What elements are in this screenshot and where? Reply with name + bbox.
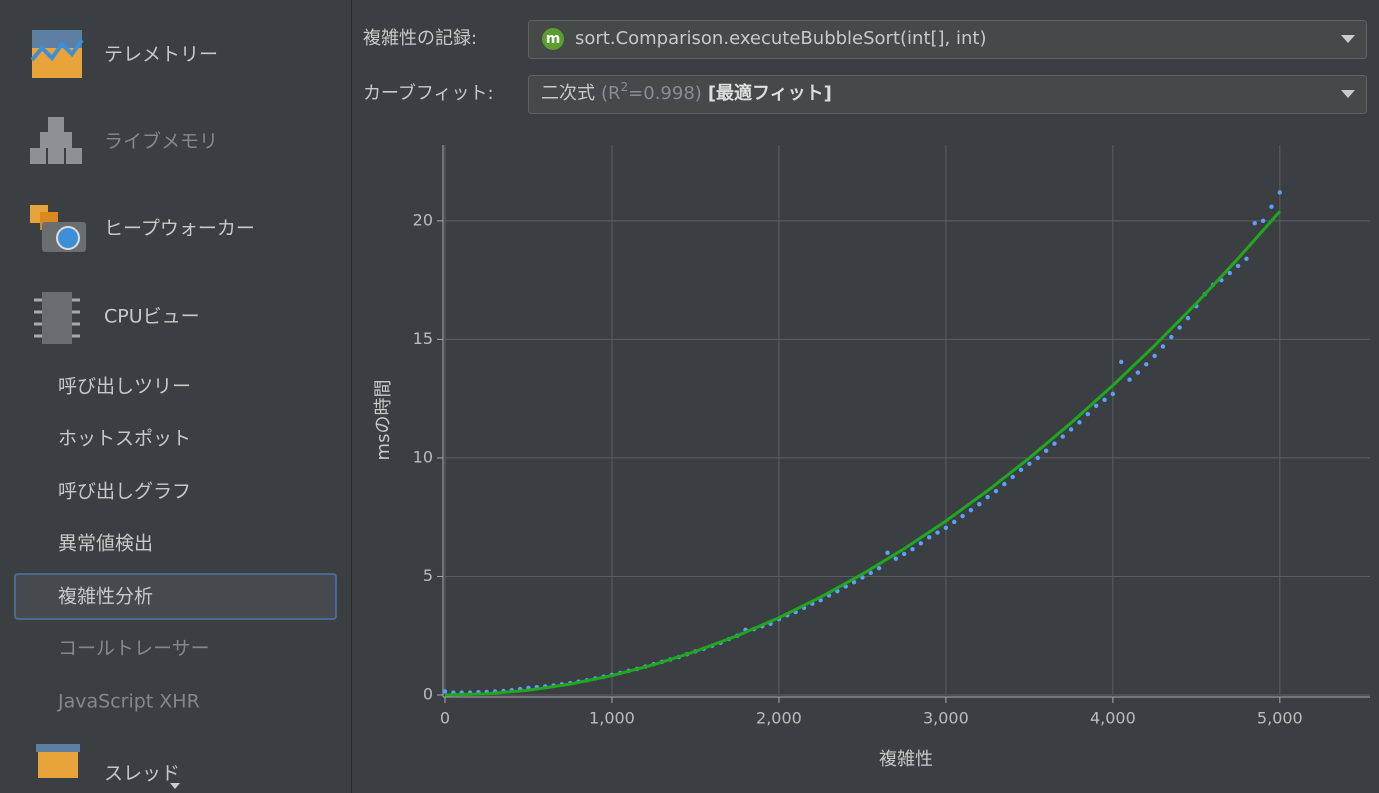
data-point — [1093, 403, 1099, 408]
data-point — [1110, 391, 1116, 397]
data-point — [1035, 455, 1040, 461]
data-point — [1077, 420, 1082, 425]
data-point — [1102, 397, 1107, 403]
data-point — [918, 541, 924, 546]
data-point — [1018, 467, 1024, 472]
y-axis-label: msの時間 — [373, 380, 394, 461]
data-point — [1160, 344, 1166, 349]
method-icon — [542, 28, 564, 50]
record-value: sort.Comparison.executeBubbleSort(int[],… — [575, 28, 986, 49]
fit-curve — [444, 210, 1281, 697]
nav-subitem[interactable]: ホットスポット — [58, 428, 191, 450]
data-point — [851, 579, 857, 585]
fit-name: 二次式 — [541, 83, 595, 104]
y-tick-label: 0 — [423, 685, 433, 704]
data-point — [993, 488, 999, 494]
nav-subitem[interactable]: 呼び出しグラフ — [58, 481, 191, 503]
data-point — [1235, 263, 1241, 269]
data-point — [1010, 474, 1015, 480]
memory-icon — [30, 117, 82, 164]
y-tick-label: 5 — [423, 566, 433, 585]
nav-subitem[interactable]: 異常値検出 — [58, 533, 153, 555]
heap-icon — [30, 205, 86, 252]
nav-subitem[interactable]: 呼び出しツリー — [58, 376, 191, 398]
data-point — [1227, 270, 1232, 276]
data-point — [442, 689, 448, 694]
record-dropdown[interactable] — [528, 20, 1367, 59]
nav-item[interactable]: ヒープウォーカー — [104, 218, 255, 240]
nav-item[interactable]: ライブメモリ — [104, 130, 218, 153]
scroll-arrow[interactable] — [170, 783, 180, 789]
data-point — [1244, 256, 1249, 261]
fit-value: 二次式 (R2=0.998) [最適フィット] — [541, 80, 832, 105]
thread-icon — [36, 744, 80, 778]
telemetry-icon — [30, 30, 84, 78]
data-point — [1119, 359, 1124, 365]
data-point — [1169, 334, 1174, 340]
data-point — [893, 556, 899, 561]
y-tick-label: 15 — [413, 329, 433, 348]
data-point — [1269, 204, 1274, 209]
data-point — [985, 494, 990, 500]
data-point — [1252, 221, 1257, 226]
chart: 0 5 10 15 20 0 1,000 2,000 3,000 4,000 5,000 — [413, 145, 1370, 728]
nav-subitem[interactable]: コールトレーサー — [58, 638, 210, 660]
data-point — [1152, 353, 1157, 359]
x-tick-label: 4,000 — [1090, 709, 1136, 728]
fit-r: (R — [601, 83, 621, 104]
data-point — [1185, 315, 1191, 321]
data-point — [1027, 461, 1032, 467]
fit-dropdown[interactable] — [528, 75, 1367, 114]
data-point — [1068, 427, 1074, 432]
data-point — [968, 507, 974, 513]
x-tick-label: 1,000 — [589, 709, 635, 728]
fit-label: カーブフィット: — [363, 82, 494, 104]
data-point — [1127, 377, 1132, 382]
data-point — [960, 513, 965, 519]
data-point — [1052, 441, 1057, 446]
x-tick-label: 0 — [440, 709, 450, 728]
nav-item[interactable]: スレッド — [104, 763, 180, 785]
data-point — [1085, 411, 1091, 417]
x-tick-label: 2,000 — [756, 709, 802, 728]
data-point — [910, 547, 915, 552]
data-point — [943, 525, 949, 531]
data-point — [977, 501, 982, 507]
fit-r-value: =0.998) — [628, 83, 702, 104]
data-point — [1177, 325, 1182, 330]
data-point — [935, 530, 940, 535]
y-tick-label: 10 — [413, 447, 433, 466]
fit-best: [最適フィット] — [708, 82, 832, 104]
selected-item[interactable] — [14, 573, 337, 620]
data-point — [901, 551, 907, 557]
x-axis-label: 複雑性 — [879, 749, 933, 770]
data-point — [868, 570, 873, 576]
record-label: 複雑性の記録: — [363, 28, 477, 49]
x-tick-label: 5,000 — [1257, 709, 1303, 728]
data-point — [1002, 481, 1007, 487]
nav-subitem[interactable]: JavaScript XHR — [57, 691, 200, 713]
data-point — [1260, 218, 1266, 224]
data-point — [885, 550, 890, 555]
dropdown-arrow[interactable] — [1341, 90, 1355, 98]
y-tick-label: 20 — [413, 210, 433, 229]
data-point — [1277, 190, 1283, 195]
nav-item[interactable]: テレメトリー — [104, 44, 218, 66]
data-point — [1060, 434, 1065, 439]
data-point — [1043, 448, 1049, 454]
data-point — [952, 519, 957, 525]
data-point — [1135, 370, 1141, 375]
x-tick-label: 3,000 — [923, 709, 969, 728]
data-point — [1144, 362, 1149, 367]
fit-r-sup: 2 — [621, 80, 629, 94]
nav-item[interactable]: CPUビュー — [104, 306, 200, 328]
dropdown-arrow[interactable] — [1341, 35, 1355, 43]
nav-subitem[interactable]: 複雑性分析 — [58, 586, 153, 608]
method-icon-letter: m — [546, 31, 561, 47]
data-point — [927, 535, 932, 540]
cpu-icon — [34, 292, 80, 344]
data-point — [876, 565, 882, 571]
